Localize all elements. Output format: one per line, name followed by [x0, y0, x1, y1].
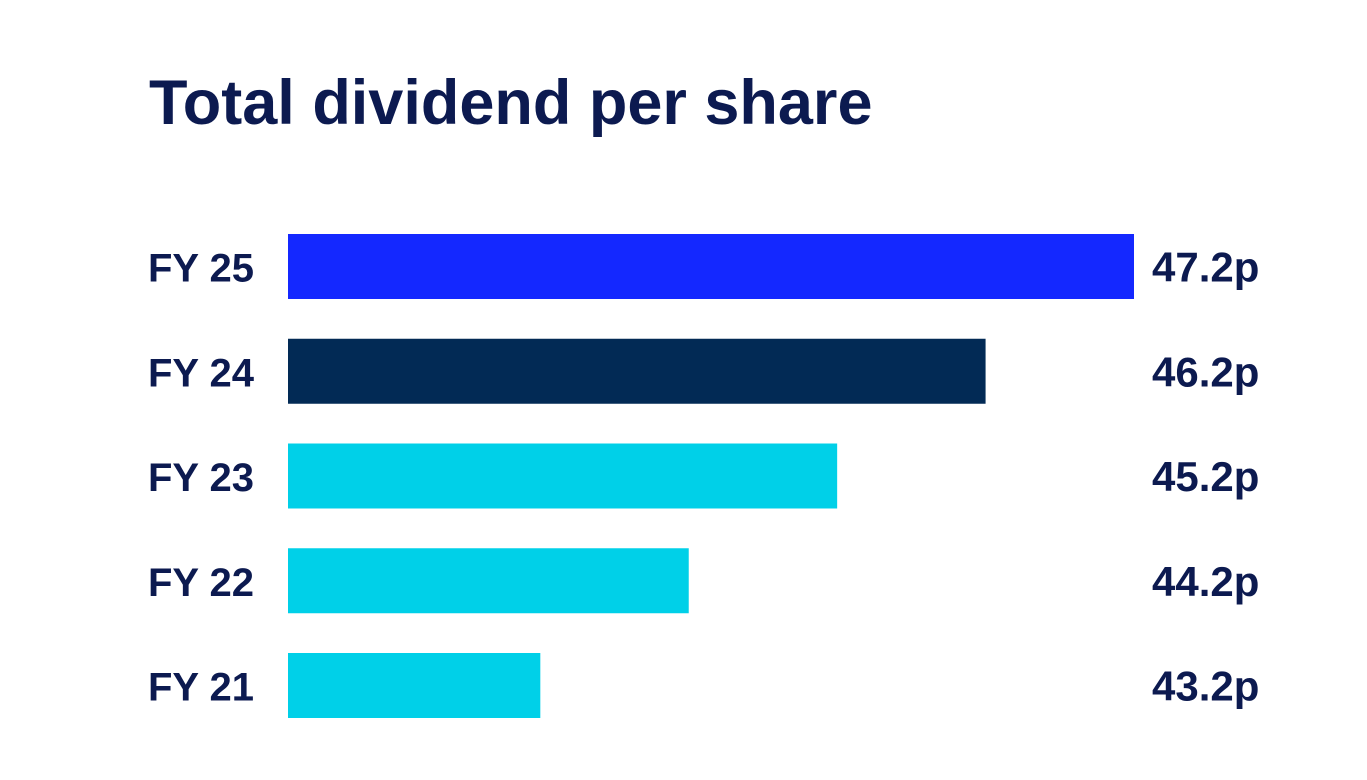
bar-fy-24 — [288, 338, 986, 404]
category-label: FY 21 — [148, 666, 254, 710]
chart-title: Total dividend per share — [149, 68, 873, 138]
bar-fy-25 — [288, 234, 1134, 299]
bar-fy-23 — [288, 443, 838, 509]
value-label: 46.2p — [1152, 348, 1259, 395]
value-label: 44.2p — [1152, 558, 1259, 605]
bars-group: FY 25 47.2p FY 24 46.2p FY 23 45.2p FY 22 44.2p… — [148, 234, 1259, 718]
bar-fy-21 — [288, 653, 541, 718]
category-label: FY 22 — [148, 561, 254, 605]
category-label: FY 24 — [148, 351, 255, 395]
bar-fy-22 — [288, 548, 689, 614]
value-label: 45.2p — [1152, 453, 1259, 500]
value-label: 43.2p — [1152, 663, 1259, 710]
category-label: FY 23 — [148, 456, 254, 500]
category-label: FY 25 — [148, 247, 254, 291]
value-label: 47.2p — [1152, 244, 1259, 291]
